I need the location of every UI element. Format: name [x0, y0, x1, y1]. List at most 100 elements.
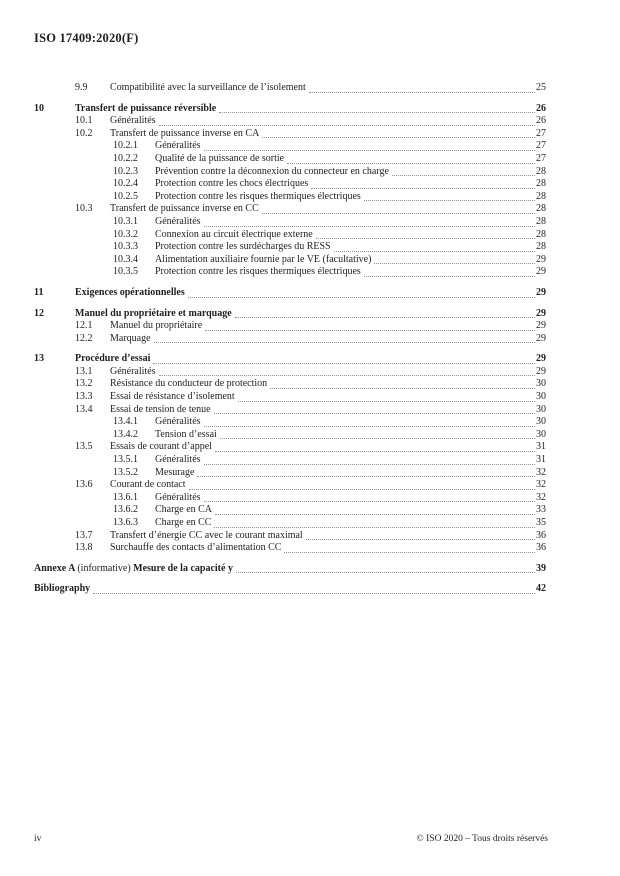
- toc-entry: 13.6.3 Charge en CC 35: [34, 517, 546, 530]
- copyright-notice: © ISO 2020 – Tous droits réservés: [416, 834, 548, 844]
- title-segment-bold: Mesure de la capacité y: [133, 562, 233, 574]
- toc-entry: 13.4.2 Tension d’essai 30: [34, 429, 546, 442]
- toc-entry-title: Généralités: [155, 416, 201, 428]
- toc-entry-number: 13.3: [75, 391, 93, 403]
- toc-entry-title: Généralités: [155, 454, 201, 466]
- toc-entry-number: 13.8: [75, 542, 93, 554]
- dotted-leader: [153, 342, 535, 344]
- toc-entry-page-number: 32: [536, 466, 546, 478]
- dotted-leader: [158, 375, 535, 377]
- toc-entry-title: Manuel du propriétaire: [110, 320, 203, 332]
- toc-entry: 13.6.2 Charge en CA 33: [34, 504, 546, 517]
- toc-entry-title: Alimentation auxiliaire fournie par le V…: [155, 253, 372, 265]
- toc-entry-title: Protection contre les risques thermiques…: [155, 190, 361, 202]
- toc-entry-number: 13.6.2: [113, 504, 138, 516]
- toc-entry-title: Charge en CC: [155, 517, 212, 528]
- toc-entry-title: Transfert de puissance inverse en CA: [110, 127, 260, 139]
- toc-entry: 13.4 Essai de tension de tenue 30: [34, 404, 546, 417]
- document-header: ISO 17409:2020(F): [34, 31, 138, 46]
- toc-entry-title: Essai de tension de tenue: [110, 403, 211, 415]
- toc-entry: Annexe A (informative) Mesure de la capa…: [34, 563, 546, 576]
- toc-entry: 10.3.5 Protection contre les risques ther…: [34, 266, 546, 279]
- toc-entry-number: 10.2.4: [113, 178, 138, 190]
- toc-entry: 10.2.4 Protection contre les chocs électr…: [34, 178, 546, 191]
- toc-entry-number: 13.6: [75, 479, 93, 491]
- dotted-leader: [305, 539, 535, 541]
- toc-entry-number: 12.2: [75, 332, 93, 344]
- toc-entry-number: 10.2.1: [113, 140, 138, 152]
- toc-entry: 13.5 Essais de courant d’appel 31: [34, 441, 546, 454]
- toc-entry-title: Généralités: [110, 365, 156, 377]
- toc-entry: 10.3 Transfert de puissance inverse en CC…: [34, 203, 546, 216]
- toc-entry-page-number: 35: [536, 517, 546, 528]
- toc-entry: 13.5.1 Généralités 31: [34, 454, 546, 467]
- toc-entry-page-number: 33: [536, 504, 546, 516]
- document-footer: iv © ISO 2020 – Tous droits réservés: [34, 834, 548, 844]
- toc-entry-page-number: 30: [536, 378, 546, 390]
- dotted-leader: [363, 200, 535, 202]
- toc-entry: 12.2 Marquage 29: [34, 333, 546, 346]
- toc-entry: 10.2.5 Protection contre les risques ther…: [34, 191, 546, 204]
- dotted-leader: [311, 187, 535, 189]
- toc-list: 9.9 Compatibilité avec la surveillance de…: [34, 82, 546, 596]
- dotted-leader: [93, 592, 535, 594]
- dotted-leader: [203, 225, 535, 227]
- toc-entry: 10.3.3 Protection contre les surdécharges…: [34, 241, 546, 254]
- toc-entry-title: Essais de courant d’appel: [110, 441, 212, 453]
- toc-entry-page-number: 27: [536, 152, 546, 164]
- toc-entry-page-number: 28: [536, 203, 546, 215]
- toc-entry: 10.2.3 Prévention contre la déconnexion d…: [34, 166, 546, 179]
- footer-page-number: iv: [34, 834, 42, 844]
- dotted-leader: [363, 275, 535, 277]
- toc-entry-number: 10.3.2: [113, 228, 138, 240]
- toc-entry-page-number: 30: [536, 428, 546, 440]
- toc-entry: 12.1 Manuel du propriétaire 29: [34, 320, 546, 333]
- toc-entry-page-number: 29: [536, 320, 546, 332]
- toc-entry-title: Protection contre les chocs électriques: [155, 178, 309, 190]
- toc-entry-page-number: 28: [536, 190, 546, 202]
- toc-entry-title: Bibliography: [34, 583, 91, 595]
- toc-entry-title: Résistance du conducteur de protection: [110, 378, 268, 390]
- toc-entry-page-number: 39: [536, 562, 546, 574]
- toc-entry-title: Essai de résistance d’isolement: [110, 391, 235, 403]
- dotted-leader: [188, 488, 535, 490]
- toc-entry-title: Compatibilité avec la surveillance de l’…: [110, 82, 306, 93]
- dotted-leader: [214, 451, 535, 453]
- toc-entry: 13.6 Courant de contact 32: [34, 479, 546, 492]
- dotted-leader: [333, 250, 535, 252]
- toc-entry-number: 10.3.3: [113, 241, 138, 253]
- toc-entry-page-number: 29: [536, 286, 546, 298]
- title-segment-normal: (informative): [77, 562, 134, 574]
- toc-entry-title: Prévention contre la déconnexion du conn…: [155, 165, 389, 177]
- toc-entry-number: 11: [34, 286, 44, 298]
- toc-entry: 11 Exigences opérationnelles 29: [34, 287, 546, 300]
- dotted-leader: [214, 526, 535, 528]
- toc-entry-page-number: 27: [536, 140, 546, 152]
- toc-entry-number: 10.3: [75, 203, 93, 215]
- dotted-leader: [219, 112, 535, 114]
- toc-entry-page-number: 26: [536, 115, 546, 127]
- toc-entry-page-number: 29: [536, 332, 546, 344]
- toc-entry-title: Généralités: [155, 491, 201, 503]
- toc-entry: 13.8 Surchauffe des contacts d’alimentati…: [34, 542, 546, 555]
- toc-entry: 10.2.1 Généralités 27: [34, 140, 546, 153]
- toc-entry-number: 10.2.5: [113, 190, 138, 202]
- toc-entry-number: 10.3.4: [113, 253, 138, 265]
- toc-entry-title: Qualité de la puissance de sortie: [155, 152, 285, 164]
- toc-entry-title: Surchauffe des contacts d’alimentation C…: [110, 542, 282, 554]
- toc-entry: 13.5.2 Mesurage 32: [34, 467, 546, 480]
- toc-entry-number: 13.2: [75, 378, 93, 390]
- toc-entry-title: Protection contre les surdécharges du RE…: [155, 241, 331, 253]
- toc-entry-title: Marquage: [110, 332, 151, 344]
- toc-entry-page-number: 32: [536, 491, 546, 503]
- dotted-leader: [153, 362, 535, 364]
- dotted-leader: [205, 329, 535, 331]
- toc-entry-number: 10.1: [75, 115, 93, 127]
- dotted-leader: [391, 175, 535, 177]
- toc-entry-title: Mesurage: [155, 466, 195, 478]
- toc-entry-title: Manuel du propriétaire et marquage: [75, 307, 232, 319]
- toc-entry: 10.3.1 Généralités 28: [34, 216, 546, 229]
- toc-entry: 10.3.4 Alimentation auxiliaire fournie pa…: [34, 254, 546, 267]
- toc-entry-number: 10.2: [75, 127, 93, 139]
- toc-entry-title: Courant de contact: [110, 479, 186, 491]
